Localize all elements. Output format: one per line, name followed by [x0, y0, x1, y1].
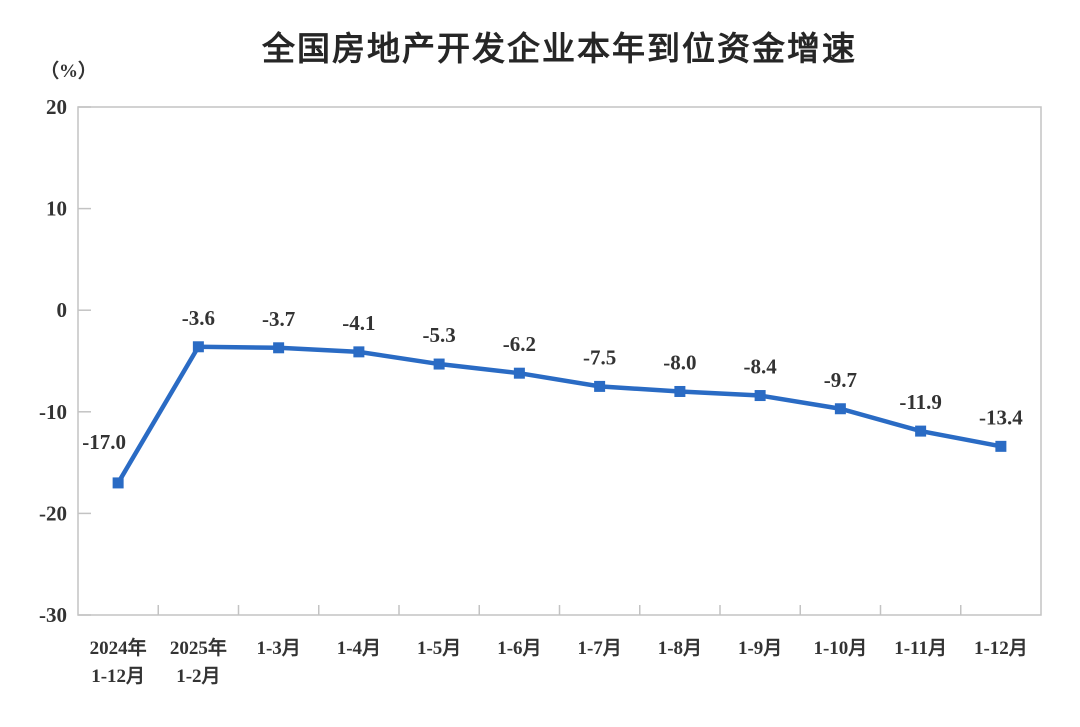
- data-point: [674, 385, 686, 397]
- data-point-label: -5.3: [423, 323, 456, 347]
- data-point: [915, 425, 927, 437]
- x-axis-label: 1-7月: [577, 638, 621, 659]
- data-point: [995, 440, 1007, 452]
- y-axis-tick-label: 0: [57, 298, 68, 322]
- data-point: [273, 342, 285, 354]
- data-point: [192, 341, 204, 353]
- y-axis-tick-label: 20: [46, 95, 67, 119]
- data-point-label: -8.4: [744, 355, 778, 379]
- chart-title: 全国房地产开发企业本年到位资金增速: [262, 30, 857, 67]
- x-axis-label: 1-11月: [894, 638, 947, 659]
- data-point-label: -8.0: [663, 350, 696, 374]
- data-point: [112, 477, 124, 489]
- data-line: [116, 344, 1002, 485]
- y-axis-tick-label: -10: [39, 400, 67, 424]
- data-point-label: -17.0: [82, 430, 126, 454]
- data-series: -17.0 -3.6 -3.7 -4.1 -5.3 -6.2 -7.5 -8.0 -8.4 -9.…: [82, 306, 1023, 489]
- x-axis-label: 1-9月: [738, 638, 782, 659]
- data-point-label: -4.1: [342, 311, 375, 335]
- data-point: [353, 346, 365, 358]
- x-axis-label: 1-4月: [337, 638, 381, 659]
- y-axis-unit-label: （%）: [40, 61, 98, 82]
- x-axis-label: 1-6月: [497, 638, 541, 659]
- data-point: [433, 358, 445, 370]
- x-axis-label: 1-5月: [417, 638, 461, 659]
- data-point: [513, 367, 525, 379]
- y-axis-tick-label: -30: [39, 603, 67, 627]
- data-point-label: -6.2: [503, 332, 536, 356]
- data-point-label: -11.9: [899, 390, 942, 414]
- x-axis-label: 2024年 1-12月: [90, 636, 147, 687]
- x-axis-label: 1-8月: [658, 638, 702, 659]
- y-axis: 20 10 0 -10 -20 -30: [39, 95, 91, 627]
- y-axis-tick-label: 10: [46, 197, 67, 221]
- data-point: [754, 390, 766, 402]
- data-point: [834, 403, 846, 415]
- data-point-label: -7.5: [583, 345, 616, 369]
- x-axis: 2024年 1-12月 2025年 1-2月 1-3月 1-4月 1-5月 1-6月 1-7月 1…: [90, 605, 1028, 687]
- x-axis-label: 1-10月: [813, 638, 867, 659]
- data-point-label: -3.6: [182, 306, 215, 330]
- plot-frame: [77, 106, 1042, 616]
- y-axis-tick-label: -20: [39, 501, 67, 525]
- x-axis-label: 1-3月: [256, 638, 300, 659]
- data-point-label: -9.7: [824, 368, 857, 392]
- data-point-label: -13.4: [979, 405, 1023, 429]
- data-point-label: -3.7: [262, 307, 295, 331]
- x-axis-label: 2025年 1-2月: [170, 636, 227, 687]
- data-point: [594, 380, 606, 392]
- x-axis-label: 1-12月: [974, 638, 1028, 659]
